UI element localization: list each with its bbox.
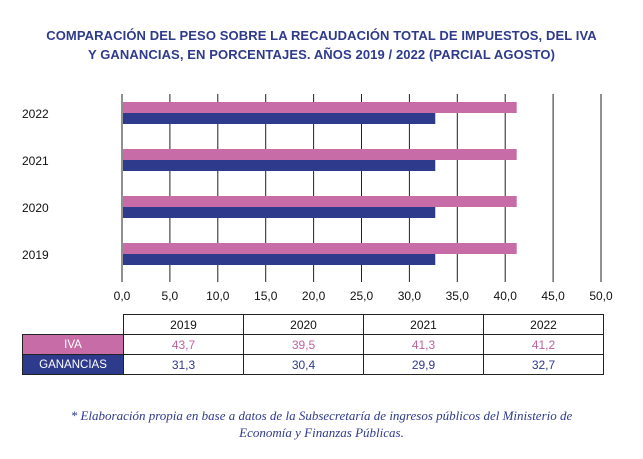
- chart-title-line-2: Y GANANCIAS, EN PORCENTAJES. AÑOS 2019 /…: [87, 47, 556, 62]
- bar-ganancias: [123, 254, 436, 265]
- x-tick-label: 20,0: [302, 289, 326, 303]
- category-label: 2019: [22, 248, 49, 262]
- x-tick-label: 35,0: [446, 289, 470, 303]
- bar-chart: 0,0 5,0 10,0 15,0 20,0 25,0 30,0 35,0 40,0 45,0 50…: [22, 94, 613, 303]
- bar-iva: [123, 196, 517, 207]
- table-cell: 30,4: [243, 354, 364, 375]
- table-header-2020: 2020: [243, 314, 364, 335]
- category-label: 2020: [22, 201, 49, 215]
- x-tick-label: 0,0: [114, 289, 131, 303]
- table-header-2022: 2022: [483, 314, 604, 335]
- table-header-row: 2019 2020 2021 2022: [23, 314, 604, 335]
- table-row-ganancias: GANANCIAS 31,3 30,4 29,9 32,7: [22, 354, 604, 375]
- table-cell: 32,7: [483, 354, 604, 375]
- table-label-iva: IVA: [22, 334, 124, 355]
- chart-title: COMPARACIÓN DEL PESO SOBRE LA RECAUDACIÓ…: [0, 26, 643, 64]
- table-header-2019: 2019: [123, 314, 244, 335]
- table-corner: [23, 315, 124, 335]
- table-cell: 29,9: [363, 354, 484, 375]
- table-row-iva: IVA 43,7 39,5 41,3 41,2: [22, 334, 604, 355]
- source-note-line-1: * Elaboración propia en base a datos de …: [70, 408, 573, 423]
- x-tick-label: 25,0: [350, 289, 374, 303]
- x-tick-label: 10,0: [206, 289, 230, 303]
- table-cell: 41,2: [483, 334, 604, 355]
- x-tick-label: 50,0: [589, 289, 613, 303]
- bar-iva: [123, 149, 517, 160]
- table-cell: 31,3: [123, 354, 244, 375]
- source-note: * Elaboración propia en base a datos de …: [0, 407, 643, 441]
- table-header-2021: 2021: [363, 314, 484, 335]
- bar-ganancias: [123, 160, 436, 171]
- x-tick-label: 5,0: [162, 289, 179, 303]
- table-cell: 41,3: [363, 334, 484, 355]
- table-cell: 39,5: [243, 334, 364, 355]
- category-label: 2022: [22, 107, 49, 121]
- category-label: 2021: [22, 154, 49, 168]
- data-table: 2019 2020 2021 2022 IVA 43,7 39,5 41,3 4…: [22, 314, 604, 375]
- table-cell: 43,7: [123, 334, 244, 355]
- bar-iva: [123, 102, 517, 113]
- source-note-line-2: Economía y Finanzas Públicas.: [239, 425, 404, 440]
- table-label-ganancias: GANANCIAS: [22, 354, 124, 375]
- chart-title-line-1: COMPARACIÓN DEL PESO SOBRE LA RECAUDACIÓ…: [46, 28, 597, 43]
- bar-ganancias: [123, 113, 436, 124]
- x-tick-label: 15,0: [254, 289, 278, 303]
- bar-ganancias: [123, 207, 436, 218]
- x-tick-label: 30,0: [398, 289, 422, 303]
- x-tick-label: 45,0: [541, 289, 565, 303]
- x-tick-label: 40,0: [494, 289, 518, 303]
- bar-iva: [123, 243, 517, 254]
